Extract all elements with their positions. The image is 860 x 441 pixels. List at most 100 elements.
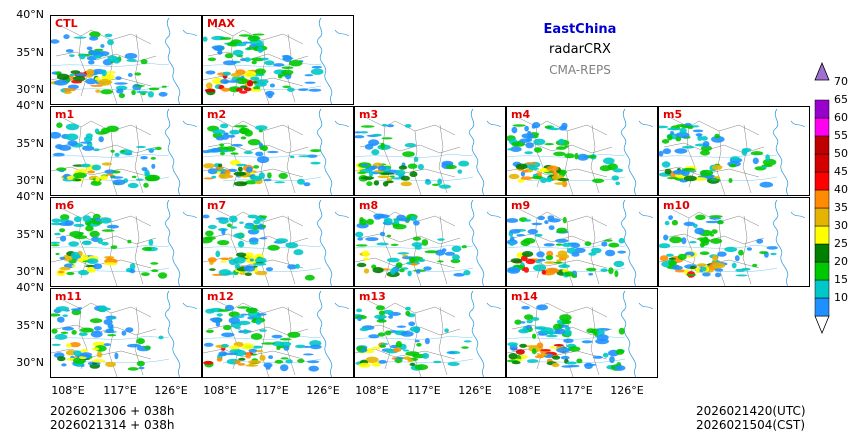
radar-echo [245, 352, 252, 359]
radar-echo [435, 249, 445, 256]
radar-echo [150, 262, 159, 265]
ensemble-panel: m5 [658, 106, 810, 196]
lat-tick-label: 35°N [16, 46, 44, 59]
radar-echo [203, 163, 215, 169]
radar-echo [256, 313, 267, 316]
radar-echo [356, 262, 367, 268]
lat-tick-label: 30°N [16, 356, 44, 369]
radar-echo [239, 272, 247, 275]
radar-echo [250, 76, 260, 81]
radar-echo [255, 318, 262, 325]
radar-echo [230, 72, 242, 78]
province-border [134, 215, 144, 285]
radar-echo [217, 309, 230, 312]
radar-echo [112, 179, 126, 186]
radar-echo [376, 242, 389, 246]
coastline [316, 17, 333, 104]
radar-echo [609, 356, 615, 364]
colorbar-segment [814, 243, 830, 263]
radar-echo [711, 229, 718, 234]
radar-echo [64, 220, 74, 226]
radar-echo [735, 268, 746, 272]
radar-echo [71, 265, 76, 268]
colorbar-segment [814, 189, 830, 209]
radar-echo [256, 79, 269, 84]
radar-echo [82, 145, 95, 151]
radar-echo [404, 143, 417, 148]
radar-echo [238, 330, 244, 333]
coastline [790, 211, 806, 219]
radar-echo [306, 360, 320, 364]
radar-echo [233, 233, 245, 239]
colorbar-label: 10 [834, 291, 848, 304]
radar-echo [259, 237, 268, 240]
radar-echo [555, 254, 568, 258]
radar-echo [668, 257, 676, 260]
province-border [382, 308, 392, 370]
radar-echo [397, 252, 410, 255]
radar-echo [540, 349, 552, 352]
radar-echo [280, 364, 289, 372]
radar-echo [510, 146, 522, 152]
radar-echo [537, 215, 545, 221]
radar-echo [515, 349, 525, 355]
radar-echo [81, 163, 91, 168]
radar-echo [125, 327, 134, 333]
radar-echo [127, 367, 139, 371]
radar-echo [72, 75, 86, 82]
radar-echo [670, 131, 674, 135]
radar-echo [88, 50, 101, 56]
radar-echo [297, 358, 305, 363]
radar-echo [689, 265, 697, 270]
radar-echo [220, 123, 229, 129]
radar-echo [701, 266, 707, 272]
radar-echo [103, 262, 118, 266]
radar-echo [133, 84, 146, 87]
radar-echo [679, 127, 687, 134]
radar-echo [514, 319, 522, 325]
province-border [742, 215, 752, 285]
radar-echo [101, 69, 107, 77]
radar-echo [261, 342, 276, 345]
radar-echo [63, 91, 72, 94]
radar-map [203, 108, 350, 195]
radar-echo [359, 327, 369, 332]
radar-echo [377, 165, 387, 171]
radar-echo [666, 253, 674, 257]
radar-echo [728, 178, 733, 183]
radar-echo [215, 321, 221, 327]
radar-echo [297, 178, 305, 185]
radar-echo [527, 130, 532, 136]
radar-echo [666, 177, 677, 180]
lon-tick-label: 126°E [458, 384, 492, 397]
radar-echo [267, 244, 280, 251]
radar-echo [114, 352, 119, 360]
radar-echo [274, 181, 286, 184]
radar-echo [511, 126, 518, 134]
radar-echo [253, 219, 261, 225]
radar-echo [205, 70, 216, 75]
province-border [742, 124, 752, 194]
radar-echo [400, 331, 414, 337]
radar-echo [66, 271, 75, 276]
coastline [334, 302, 350, 310]
radar-echo [544, 261, 556, 264]
radar-echo [141, 272, 150, 276]
radar-echo [551, 362, 560, 368]
radar-echo [536, 251, 545, 258]
radar-echo [378, 360, 387, 364]
radar-echo [546, 165, 559, 172]
radar-echo [240, 313, 248, 316]
radar-echo [407, 270, 412, 277]
radar-echo [103, 343, 111, 347]
radar-echo [557, 178, 570, 182]
radar-echo [588, 272, 594, 276]
radar-echo [453, 273, 465, 277]
radar-echo [203, 150, 212, 154]
radar-echo [205, 329, 214, 333]
radar-echo [765, 154, 770, 162]
radar-echo [559, 314, 572, 322]
radar-echo [461, 346, 469, 349]
radar-echo [424, 337, 430, 345]
radar-echo [255, 257, 267, 264]
